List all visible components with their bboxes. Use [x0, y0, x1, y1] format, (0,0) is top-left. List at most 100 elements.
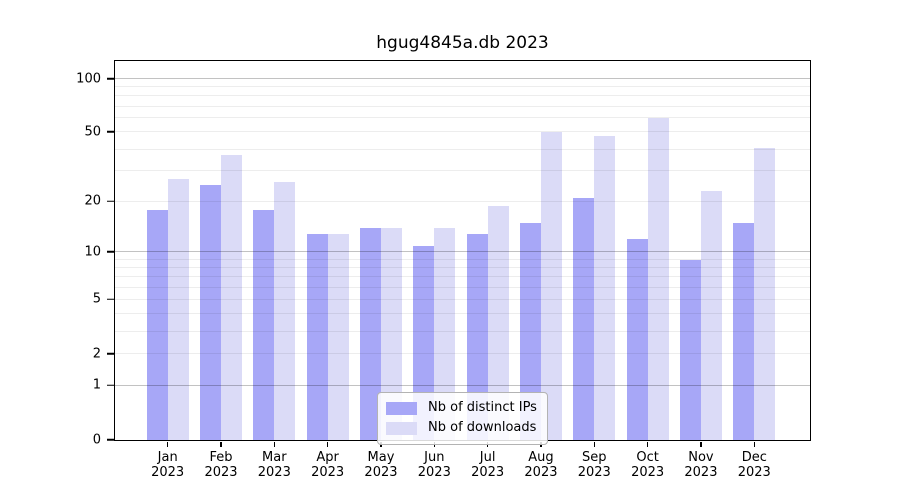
- legend-label-downloads: Nb of downloads: [428, 420, 537, 435]
- y-axis-label: 2: [92, 346, 101, 362]
- x-axis-cell-feb: Feb 2023: [194, 442, 247, 490]
- x-axis-month-label: Nov: [688, 450, 714, 465]
- bar-downloads-nov: [700, 191, 722, 440]
- x-axis-year-label: 2023: [311, 465, 345, 480]
- x-axis-tick: [326, 442, 329, 447]
- x-axis-tick: [220, 442, 222, 447]
- x-axis: Jan 2023 Feb 2023 Mar 2023 Apr 2023 May 2023 Jun 20…: [114, 442, 811, 490]
- x-axis-cell-nov: Nov 2023: [674, 442, 727, 490]
- y-axis-tick: [107, 352, 114, 355]
- y-axis-label: 0: [92, 432, 101, 447]
- bar-group-feb: [194, 61, 247, 440]
- bar-downloads-jan: [167, 179, 189, 440]
- x-axis-year-label: 2023: [471, 465, 505, 480]
- x-axis-month-label: Jun: [424, 450, 445, 465]
- x-axis-month-label: Apr: [316, 450, 339, 465]
- bar-group-may: [354, 61, 407, 440]
- x-axis-tick: [273, 442, 276, 447]
- bar-distinct-ips-oct: [626, 239, 648, 440]
- x-axis-cell-dec: Dec 2023: [728, 442, 781, 490]
- x-axis-cell-oct: Oct 2023: [621, 442, 674, 490]
- bar-downloads-aug: [540, 132, 562, 440]
- bar-distinct-ips-dec: [733, 223, 755, 440]
- bar-distinct-ips-jul: [466, 233, 488, 440]
- x-axis-month-label: Mar: [262, 450, 287, 465]
- x-axis-cell-jan: Jan 2023: [141, 442, 194, 490]
- legend-swatch-downloads: [386, 421, 417, 435]
- bar-group-apr: [301, 61, 354, 440]
- x-axis-month-label: Jul: [479, 450, 496, 465]
- bar-distinct-ips-sep: [573, 198, 595, 440]
- y-axis-tick: [107, 131, 114, 133]
- bars-layer: [115, 61, 810, 440]
- x-axis-year-label: 2023: [204, 465, 238, 480]
- bar-group-nov: [674, 61, 727, 440]
- y-axis-tick: [107, 251, 114, 253]
- bar-distinct-ips-aug: [519, 223, 541, 440]
- y-axis-tick: [107, 200, 114, 203]
- legend-label-distinct-ips: Nb of distinct IPs: [428, 400, 537, 415]
- x-axis-year-label: 2023: [577, 465, 611, 480]
- legend: Nb of distinct IPs Nb of downloads: [377, 392, 548, 445]
- y-axis-label: 20: [84, 193, 101, 209]
- x-axis-year-label: 2023: [151, 465, 185, 480]
- bar-downloads-apr: [327, 233, 349, 440]
- y-axis-tick: [107, 438, 114, 441]
- x-axis-year-label: 2023: [737, 465, 771, 480]
- x-axis-month-label: Jan: [157, 450, 178, 465]
- x-axis-month-label: Dec: [741, 450, 767, 465]
- x-axis-tick: [700, 442, 702, 447]
- y-axis-label: 50: [84, 124, 101, 140]
- x-axis-year-label: 2023: [684, 465, 718, 480]
- bar-group-mar: [248, 61, 301, 440]
- bar-group-jan: [141, 61, 194, 440]
- bar-group-sep: [568, 61, 621, 440]
- y-axis-tick: [107, 298, 114, 301]
- bar-group-dec: [728, 61, 781, 440]
- bar-distinct-ips-jun: [413, 245, 435, 440]
- x-axis-year-label: 2023: [417, 465, 451, 480]
- legend-row-downloads: Nb of downloads: [386, 418, 537, 438]
- y-axis-label: 10: [84, 244, 101, 260]
- chart-title: hgug4845a.db 2023: [376, 33, 549, 53]
- bar-downloads-mar: [274, 182, 296, 440]
- bar-distinct-ips-nov: [679, 259, 701, 440]
- x-axis-year-label: 2023: [631, 465, 665, 480]
- x-axis-year-label: 2023: [257, 465, 291, 480]
- x-axis-cell-mar: Mar 2023: [248, 442, 301, 490]
- x-axis-cell-jul: Jul 2023: [461, 442, 514, 490]
- bar-distinct-ips-jan: [146, 209, 168, 440]
- legend-swatch-distinct-ips: [386, 401, 417, 415]
- y-axis: 100 50 20 10 5 2 1 0: [0, 62, 114, 446]
- bar-distinct-ips-may: [359, 228, 381, 440]
- bar-downloads-oct: [647, 118, 669, 440]
- x-axis-year-label: 2023: [524, 465, 558, 480]
- x-axis-tick: [593, 442, 596, 447]
- bar-group-oct: [621, 61, 674, 440]
- bar-downloads-jun: [434, 228, 456, 440]
- bar-downloads-jul: [487, 205, 509, 440]
- x-axis-month-label: May: [367, 450, 395, 465]
- x-axis-month-label: Feb: [209, 450, 233, 465]
- x-axis-year-label: 2023: [364, 465, 398, 480]
- x-axis-tick: [166, 442, 169, 447]
- bar-downloads-may: [380, 228, 402, 440]
- x-axis-cell-apr: Apr 2023: [301, 442, 354, 490]
- x-axis-tick: [753, 442, 756, 447]
- bar-downloads-dec: [754, 147, 776, 440]
- x-axis-cell-aug: Aug 2023: [514, 442, 567, 490]
- y-axis-label: 5: [92, 291, 101, 307]
- x-axis-cell-jun: Jun 2023: [408, 442, 461, 490]
- bar-distinct-ips-feb: [199, 185, 221, 440]
- legend-row-distinct-ips: Nb of distinct IPs: [386, 398, 537, 418]
- bar-downloads-feb: [220, 155, 242, 440]
- bar-group-jul: [461, 61, 514, 440]
- bar-distinct-ips-apr: [306, 233, 328, 440]
- plot-area: Nb of distinct IPs Nb of downloads: [114, 60, 811, 445]
- bar-group-jun: [408, 61, 461, 440]
- y-axis-tick: [107, 77, 114, 80]
- y-axis-label: 1: [92, 377, 101, 393]
- y-axis-tick: [107, 384, 114, 387]
- x-axis-tick: [646, 442, 649, 447]
